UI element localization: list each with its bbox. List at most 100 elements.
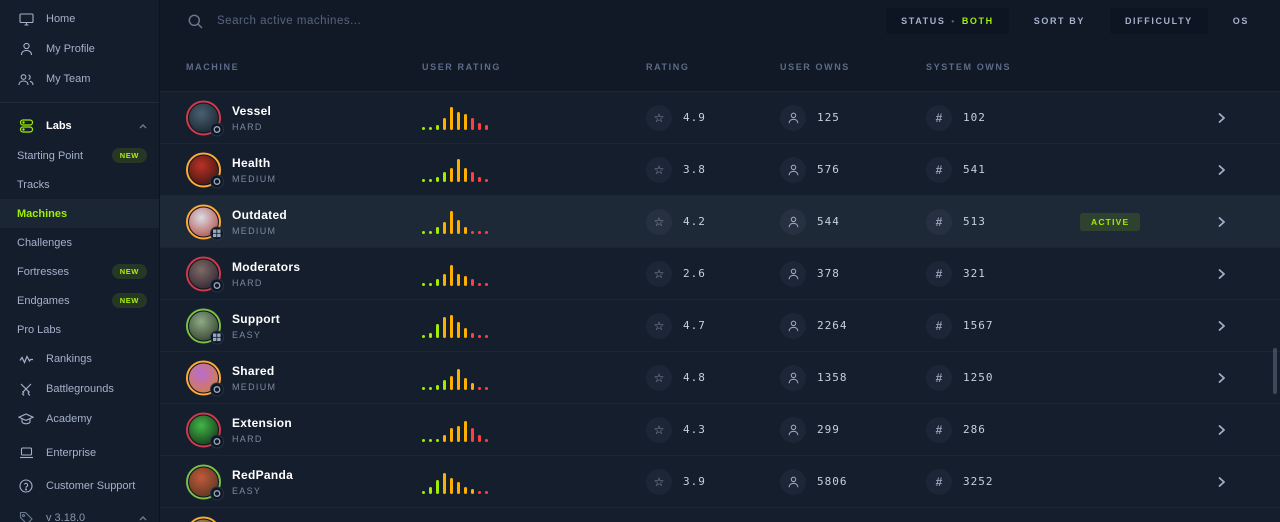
chevron-right-icon[interactable] xyxy=(1218,320,1225,331)
search-input[interactable] xyxy=(217,15,457,27)
sidebar-item-academy[interactable]: Academy xyxy=(0,404,159,434)
chevron-right-icon[interactable] xyxy=(1218,112,1225,123)
sidebar-item-labs[interactable]: Labs xyxy=(0,111,159,141)
rating-value: 4.8 xyxy=(683,371,706,384)
sidebar-item-fortresses[interactable]: Fortresses NEW xyxy=(0,257,159,286)
rating-value: 2.6 xyxy=(683,267,706,280)
sidebar-item-machines[interactable]: Machines xyxy=(0,199,159,228)
difficulty-filter-button[interactable]: DIFFICULTY xyxy=(1109,8,1208,34)
hash-icon: # xyxy=(926,260,952,287)
rating-cell: ☆ 3.8 xyxy=(646,156,706,183)
machine-name: Vessel xyxy=(232,103,272,118)
chevron-right-icon[interactable] xyxy=(1218,424,1225,435)
sidebar-item-endgames[interactable]: Endgames NEW xyxy=(0,286,159,315)
chevron-right-icon[interactable] xyxy=(1218,164,1225,175)
hash-icon: # xyxy=(926,364,952,391)
machine-info: Extension HARD xyxy=(232,416,292,444)
table-row[interactable]: Extension HARD ☆ 4.3 299 # 286 xyxy=(160,403,1280,455)
user-owns-cell: 544 xyxy=(780,208,840,235)
sidebar-item-pro-labs[interactable]: Pro Labs xyxy=(0,315,159,344)
chevron-right-icon[interactable] xyxy=(1218,268,1225,279)
machine-difficulty: MEDIUM xyxy=(232,225,277,236)
os-filter-button[interactable]: OS xyxy=(1218,8,1264,34)
table-row[interactable]: Shared MEDIUM ☆ 4.8 1358 # 1250 xyxy=(160,351,1280,403)
user-owns-value: 2264 xyxy=(817,319,848,332)
new-badge: NEW xyxy=(111,148,147,163)
machine-name: RedPanda xyxy=(232,467,294,482)
chevron-right-icon[interactable] xyxy=(1218,476,1225,487)
system-owns-value: 513 xyxy=(963,215,986,228)
windows-icon xyxy=(213,333,221,341)
sidebar-item-battlegrounds[interactable]: Battlegrounds xyxy=(0,374,159,404)
sidebar-item-my-profile[interactable]: My Profile xyxy=(0,34,159,64)
chevron-right-icon[interactable] xyxy=(1218,372,1225,383)
table-row[interactable]: RedPanda EASY ☆ 3.9 5806 # 3252 xyxy=(160,455,1280,507)
table-row[interactable]: ☆ # xyxy=(160,507,1280,522)
status-filter-button[interactable]: STATUS • BOTH xyxy=(886,8,1009,34)
sidebar-item-label: Fortresses xyxy=(17,265,69,278)
sidebar-item-rankings[interactable]: Rankings xyxy=(0,344,159,374)
filter-label: STATUS xyxy=(901,16,946,26)
sidebar-item-tracks[interactable]: Tracks xyxy=(0,170,159,199)
system-owns-cell: # 1567 xyxy=(926,312,994,339)
filter-label: OS xyxy=(1232,16,1249,26)
machine-info: Moderators HARD xyxy=(232,260,300,288)
table-row[interactable]: Moderators HARD ☆ 2.6 378 # 321 xyxy=(160,247,1280,299)
table-row[interactable]: Vessel HARD ☆ 4.9 125 # 102 xyxy=(160,91,1280,143)
column-header-user-owns: USER OWNS xyxy=(780,61,850,72)
filter-buttons: STATUS • BOTH SORT BY DIFFICULTY OS xyxy=(886,8,1264,34)
sidebar-item-customer-support[interactable]: Customer Support xyxy=(0,471,159,501)
user-rating-histogram xyxy=(422,262,500,286)
system-owns-value: 102 xyxy=(963,111,986,124)
sidebar-item-label: My Profile xyxy=(46,43,95,55)
chevron-right-icon[interactable] xyxy=(1218,216,1225,227)
system-owns-cell: # 3252 xyxy=(926,468,994,495)
system-owns-cell: # 1250 xyxy=(926,364,994,391)
linux-icon xyxy=(213,489,221,497)
tag-icon xyxy=(18,511,34,522)
user-rating-histogram xyxy=(422,366,500,390)
machine-info: Support EASY xyxy=(232,312,280,340)
windows-icon xyxy=(213,229,221,237)
user-owns-cell: 378 xyxy=(780,260,840,287)
table-row[interactable]: Support EASY ☆ 4.7 2264 # 1567 xyxy=(160,299,1280,351)
linux-icon xyxy=(213,177,221,185)
user-owns-cell: 125 xyxy=(780,104,840,131)
system-owns-value: 3252 xyxy=(963,475,994,488)
scrollbar-thumb[interactable] xyxy=(1273,348,1277,394)
user-icon xyxy=(780,260,806,287)
sort-by-button[interactable]: SORT BY xyxy=(1019,8,1100,34)
sidebar-item-starting-point[interactable]: Starting Point NEW xyxy=(0,141,159,170)
os-badge xyxy=(210,330,224,344)
star-icon: ☆ xyxy=(646,416,672,443)
star-icon: ☆ xyxy=(646,104,672,131)
avatar xyxy=(186,256,224,292)
sidebar-item-enterprise[interactable]: Enterprise xyxy=(0,438,159,468)
avatar xyxy=(186,204,224,240)
os-badge xyxy=(210,122,224,136)
user-icon xyxy=(780,416,806,443)
user-icon xyxy=(18,42,34,56)
table-row[interactable]: Outdated MEDIUM ☆ 4.2 544 # 513 ACTIVE xyxy=(160,195,1280,247)
os-badge xyxy=(210,226,224,240)
machine-difficulty: EASY xyxy=(232,485,262,496)
new-badge: NEW xyxy=(111,293,147,308)
separator-dot: • xyxy=(951,16,956,26)
sidebar-item-challenges[interactable]: Challenges xyxy=(0,228,159,257)
table-row[interactable]: Health MEDIUM ☆ 3.8 576 # 541 xyxy=(160,143,1280,195)
sidebar-item-my-team[interactable]: My Team xyxy=(0,64,159,94)
sidebar-item-version[interactable]: v 3.18.0 xyxy=(0,503,159,522)
user-icon xyxy=(780,364,806,391)
sidebar-item-home[interactable]: Home xyxy=(0,4,159,34)
monitor-icon xyxy=(18,12,34,26)
sidebar-item-label: Starting Point xyxy=(17,149,84,162)
system-owns-value: 1567 xyxy=(963,319,994,332)
rating-value: 4.3 xyxy=(683,423,706,436)
active-status-badge: ACTIVE xyxy=(1080,212,1141,231)
search-bar xyxy=(188,14,457,29)
labs-icon xyxy=(18,119,34,133)
search-icon xyxy=(188,14,203,29)
machine-difficulty: MEDIUM xyxy=(232,173,277,184)
star-icon: ☆ xyxy=(646,156,672,183)
system-owns-cell: # 513 xyxy=(926,208,986,235)
